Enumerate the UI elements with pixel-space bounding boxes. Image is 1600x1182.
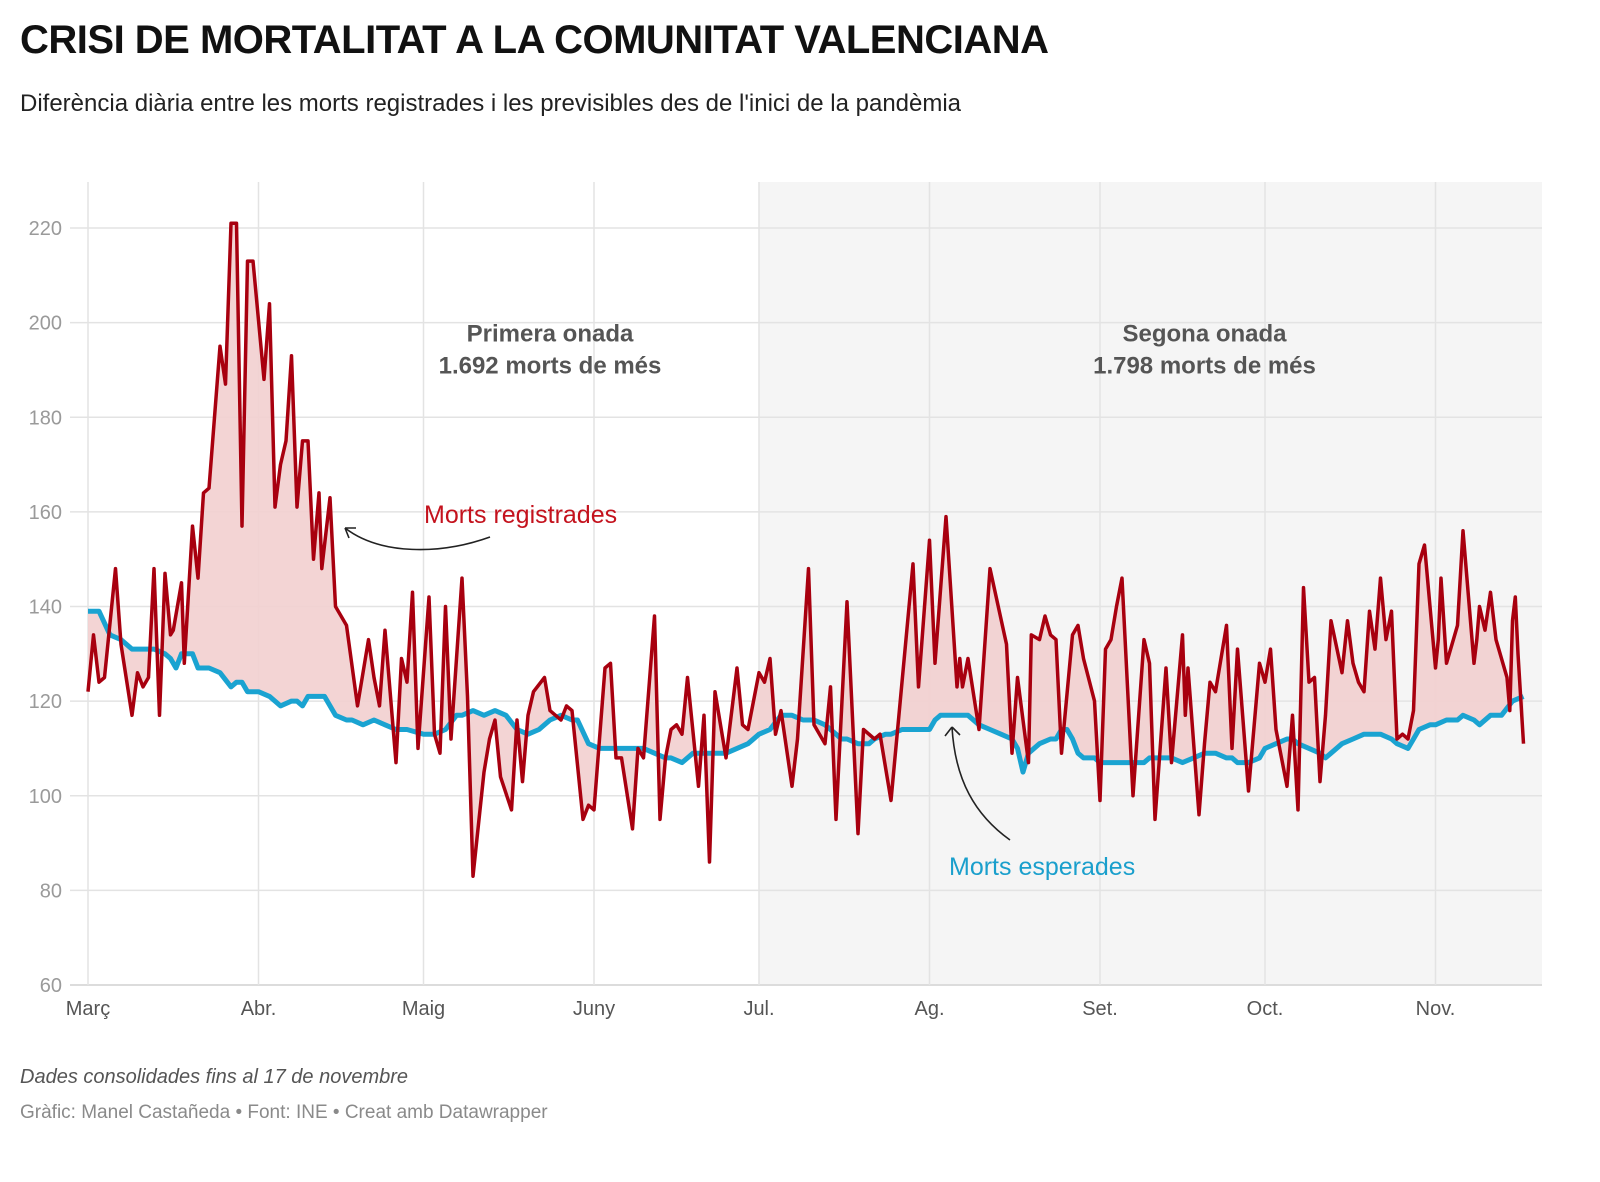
y-tick-label: 100 <box>29 786 62 808</box>
x-tick-label: Set. <box>1082 998 1118 1020</box>
y-tick-label: 140 <box>29 597 62 619</box>
x-tick-label: Juny <box>573 998 615 1020</box>
x-tick-label: Març <box>66 998 110 1020</box>
x-tick-label: Maig <box>402 998 445 1020</box>
x-tick-label: Ag. <box>914 998 944 1020</box>
second-wave-shade <box>759 182 1542 985</box>
y-axis: 60 80 100 120 140 160 180 200 220 <box>29 218 62 997</box>
y-tick-label: 220 <box>29 218 62 240</box>
y-tick-label: 60 <box>40 975 62 997</box>
chart-subtitle: Diferència diària entre les morts regist… <box>20 90 962 117</box>
x-tick-label: Abr. <box>241 998 277 1020</box>
y-tick-label: 200 <box>29 313 62 335</box>
y-tick-label: 160 <box>29 502 62 524</box>
first-wave-excess: 1.692 morts de més <box>439 353 662 380</box>
y-tick-label: 180 <box>29 407 62 429</box>
x-tick-label: Oct. <box>1247 998 1284 1020</box>
registered-deaths-line <box>86 221 1526 878</box>
registered-arrow-icon <box>344 527 491 551</box>
chart-title: CRISI DE MORTALITAT A LA COMUNITAT VALEN… <box>20 18 1049 62</box>
excess-area <box>88 223 1524 877</box>
x-tick-label: Nov. <box>1416 998 1456 1020</box>
expected-arrow-icon <box>944 726 1011 841</box>
x-axis: Març Abr. Maig Juny Jul. Ag. Set. Oct. Nov. <box>66 998 1456 1020</box>
first-wave-title: Primera onada <box>467 321 634 348</box>
y-tick-label: 80 <box>40 880 62 902</box>
expected-deaths-label: Morts esperades <box>949 853 1135 881</box>
y-tick-label: 120 <box>29 691 62 713</box>
second-wave-excess: 1.798 morts de més <box>1093 353 1316 380</box>
chart-byline: Gràfic: Manel Castañeda • Font: INE • Cr… <box>20 1102 548 1123</box>
x-tick-label: Jul. <box>743 998 774 1020</box>
chart-notes: Dades consolidades fins al 17 de novembr… <box>20 1066 409 1088</box>
second-wave-title: Segona onada <box>1122 321 1287 348</box>
registered-deaths-label: Morts registrades <box>424 501 617 529</box>
